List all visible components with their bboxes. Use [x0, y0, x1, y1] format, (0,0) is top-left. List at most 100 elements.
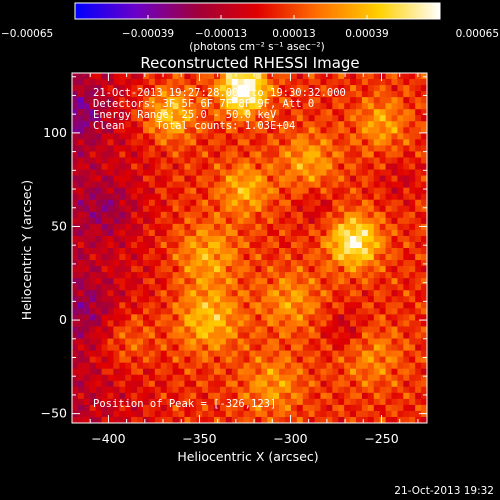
- heatmap-cell: [332, 91, 339, 98]
- heatmap-cell: [72, 193, 79, 201]
- heatmap-cell: [172, 187, 180, 195]
- heatmap-cell: [255, 115, 262, 122]
- heatmap-cell: [154, 115, 162, 122]
- heatmap-cell: [397, 217, 404, 225]
- heatmap-cell: [72, 103, 79, 110]
- heatmap-cell: [77, 248, 85, 255]
- heatmap-cell: [119, 193, 126, 201]
- heatmap-cell: [131, 308, 138, 315]
- heatmap-cell: [279, 410, 286, 418]
- heatmap-cell: [261, 145, 268, 153]
- heatmap-cell: [202, 109, 209, 116]
- heatmap-cell: [302, 392, 310, 400]
- heatmap-cell: [415, 404, 422, 412]
- heatmap-cell: [172, 314, 180, 322]
- heatmap-cell: [143, 139, 150, 147]
- heatmap-cell: [385, 175, 393, 183]
- heatmap-cell: [421, 350, 427, 358]
- heatmap-cell: [231, 248, 239, 255]
- heatmap-cell: [77, 398, 85, 406]
- heatmap-cell: [208, 169, 215, 177]
- heatmap-cell: [367, 199, 375, 207]
- heatmap-cell: [166, 344, 174, 352]
- heatmap-cell: [125, 205, 132, 213]
- heatmap-cell: [261, 193, 268, 201]
- heatmap-cell: [302, 103, 310, 110]
- heatmap-cell: [208, 314, 215, 322]
- heatmap-cell: [178, 139, 186, 147]
- heatmap-cell: [273, 296, 280, 303]
- heatmap-cell: [350, 410, 357, 418]
- heatmap-cell: [415, 338, 422, 346]
- heatmap-cell: [267, 416, 274, 423]
- heatmap-cell: [160, 115, 168, 122]
- heatmap-cell: [249, 103, 257, 110]
- heatmap-cell: [184, 127, 191, 134]
- heatmap-cell: [403, 151, 410, 159]
- heatmap-cell: [202, 356, 209, 364]
- heatmap-cell: [148, 151, 156, 159]
- heatmap-cell: [107, 296, 115, 303]
- heatmap-cell: [314, 79, 322, 86]
- heatmap-cell: [379, 91, 387, 98]
- heatmap-cell: [350, 278, 357, 285]
- heatmap-cell: [385, 272, 393, 279]
- heatmap-cell: [255, 193, 262, 201]
- heatmap-cell: [148, 290, 156, 297]
- heatmap-cell: [391, 302, 399, 309]
- heatmap-cell: [367, 103, 375, 110]
- heatmap-cell: [202, 314, 209, 322]
- heatmap-cell: [101, 398, 109, 406]
- heatmap-cell: [332, 175, 339, 183]
- heatmap-cell: [243, 103, 251, 110]
- heatmap-cell: [137, 73, 144, 80]
- heatmap-cell: [326, 193, 333, 201]
- heatmap-cell: [95, 115, 103, 122]
- heatmap-cell: [125, 103, 132, 110]
- heatmap-cell: [385, 97, 393, 104]
- heatmap-cell: [83, 163, 91, 171]
- heatmap-cell: [225, 278, 233, 285]
- heatmap-cell: [237, 211, 245, 219]
- heatmap-cell: [190, 151, 197, 159]
- heatmap-cell: [77, 169, 85, 177]
- heatmap-cell: [373, 175, 381, 183]
- heatmap-cell: [421, 356, 427, 364]
- heatmap-cell: [332, 121, 339, 128]
- heatmap-cell: [391, 229, 399, 237]
- heatmap-cell: [83, 320, 91, 328]
- heatmap-cell: [356, 374, 363, 382]
- heatmap-cell: [148, 374, 156, 382]
- heatmap-cell: [231, 320, 239, 328]
- heatmap-cell: [273, 266, 280, 273]
- heatmap-cell: [367, 344, 375, 352]
- heatmap-cell: [338, 109, 345, 116]
- heatmap-cell: [415, 217, 422, 225]
- heatmap-cell: [314, 368, 322, 376]
- heatmap-cell: [154, 416, 162, 423]
- heatmap-cell: [143, 235, 150, 243]
- heatmap-cell: [89, 410, 97, 418]
- heatmap-cell: [119, 266, 126, 273]
- heatmap-cell: [160, 296, 168, 303]
- heatmap-cell: [143, 374, 150, 382]
- heatmap-cell: [255, 169, 262, 177]
- heatmap-cell: [166, 187, 174, 195]
- heatmap-cell: [326, 386, 333, 394]
- heatmap-cell: [379, 163, 387, 171]
- heatmap-cell: [385, 338, 393, 346]
- heatmap-cell: [172, 260, 180, 267]
- heatmap-cell: [184, 296, 191, 303]
- heatmap-cell: [290, 133, 298, 140]
- heatmap-cell: [72, 115, 79, 122]
- heatmap-cell: [219, 73, 227, 80]
- heatmap-cell: [119, 169, 126, 177]
- heatmap-cell: [101, 404, 109, 412]
- heatmap-cell: [385, 344, 393, 352]
- heatmap-cell: [137, 368, 144, 376]
- heatmap-cell: [326, 181, 333, 189]
- heatmap-cell: [166, 410, 174, 418]
- heatmap-cell: [255, 139, 262, 147]
- heatmap-cell: [154, 235, 162, 243]
- heatmap-cell: [279, 248, 286, 255]
